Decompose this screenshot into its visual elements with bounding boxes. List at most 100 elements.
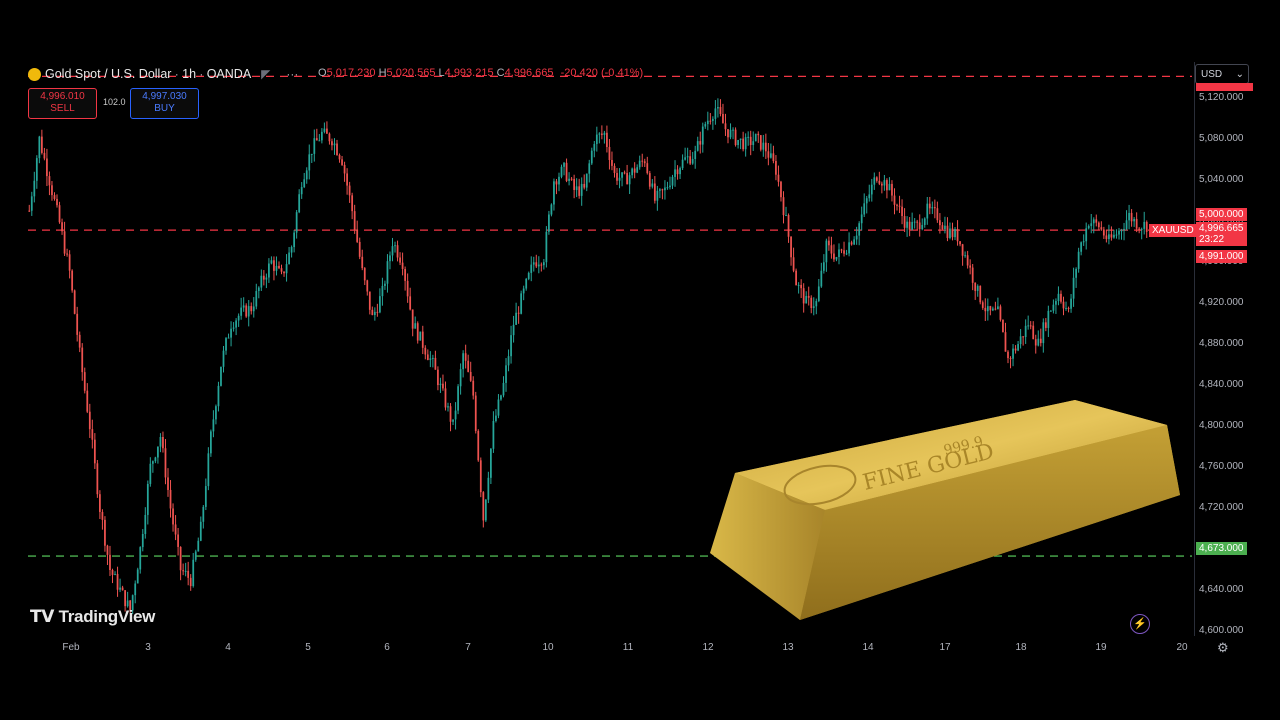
candle [358,237,361,260]
candle [666,181,669,190]
candle [336,139,338,156]
candle [131,594,134,615]
candle [563,161,565,176]
candle [210,429,212,457]
candle [976,284,979,297]
candle [1007,350,1009,364]
candle [606,125,608,153]
candle [1029,321,1032,330]
candle [323,122,326,134]
y-tick-label: 5,040.000 [1199,173,1244,185]
price-axis[interactable] [1194,62,1253,636]
candle [926,196,929,225]
more-icon[interactable]: ··· [286,67,299,81]
candle [532,256,535,272]
candle [515,302,517,325]
x-tick-label: 10 [542,642,554,653]
symbol-name[interactable]: Gold Spot / U.S. Dollar [45,67,172,81]
candle [883,174,886,191]
candle [479,457,482,498]
settings-icon[interactable]: ⚙ [1217,640,1229,655]
candle [1128,204,1130,230]
gold-bar-image: FINE GOLD 999.9 [710,400,1180,620]
candle [966,250,969,269]
candle [732,127,734,140]
price-chart[interactable] [28,62,1192,636]
close-value: 4,996.665 [504,67,554,79]
candle [931,201,934,215]
candle [187,561,190,586]
candle [71,269,74,293]
currency-select[interactable]: USD ⌄ [1195,64,1249,84]
candle [850,240,853,246]
candle [462,350,465,378]
last-price-tag: 4,996.665 23:22 [1196,222,1247,246]
candle [139,546,142,574]
lightning-icon[interactable]: ⚡ [1130,614,1150,634]
candle [151,460,154,473]
candle [608,138,611,170]
candle [252,297,255,318]
candle [477,429,480,462]
candle [628,172,631,195]
candle [63,221,66,257]
candle [444,381,447,411]
candle [106,544,109,565]
candle [984,298,987,321]
interval-label[interactable]: 1h [182,67,197,81]
candle [729,123,732,140]
candle [694,145,697,169]
buy-button[interactable]: 4,997.030 BUY [130,88,199,119]
candle [1125,210,1128,231]
candle [911,212,914,231]
candle [184,562,187,577]
candle [706,111,709,131]
candle [469,361,472,382]
tradingview-logo[interactable]: 𝗧𝗩 TradingView [30,607,155,627]
candle [255,283,258,310]
candle [109,545,111,577]
candle [553,178,555,211]
candle [711,116,714,130]
candle [540,262,543,272]
y-tick-label: 4,640.000 [1199,583,1244,595]
candle [315,128,318,141]
candle [51,181,53,201]
candle [901,199,903,225]
candle [835,256,838,262]
symbol-header[interactable]: Gold Spot / U.S. Dollar · 1h · OANDA ◤ ·… [28,64,298,84]
candle [303,172,306,189]
candle [598,132,601,144]
candle [373,307,376,321]
candle [558,172,560,192]
candle [500,394,502,401]
candle [33,171,36,203]
y-tick-label: 5,080.000 [1199,132,1244,144]
sell-button[interactable]: 4,996.010 SELL [28,88,97,119]
candle [633,162,636,179]
candle [257,286,260,299]
candle [989,305,992,316]
candle [974,282,977,300]
y-tick-label: 4,920.000 [1199,296,1244,308]
candle [129,599,132,614]
spread-value: 102.0 [103,97,126,107]
x-tick-label: 13 [782,642,794,653]
candle [845,249,848,256]
flag-icon[interactable]: ◤ [261,67,271,81]
candle [220,366,222,387]
candle [308,144,311,180]
candle [785,206,787,217]
candle [1067,306,1070,313]
candle [361,249,364,271]
y-tick-label: 4,600.000 [1199,624,1244,636]
candle [434,350,437,370]
candle [394,241,396,253]
candle [580,177,583,206]
candle [379,288,381,314]
candle [1140,227,1143,240]
candle [727,129,729,144]
candle [886,178,888,199]
candle [865,195,868,214]
candle [603,130,606,144]
